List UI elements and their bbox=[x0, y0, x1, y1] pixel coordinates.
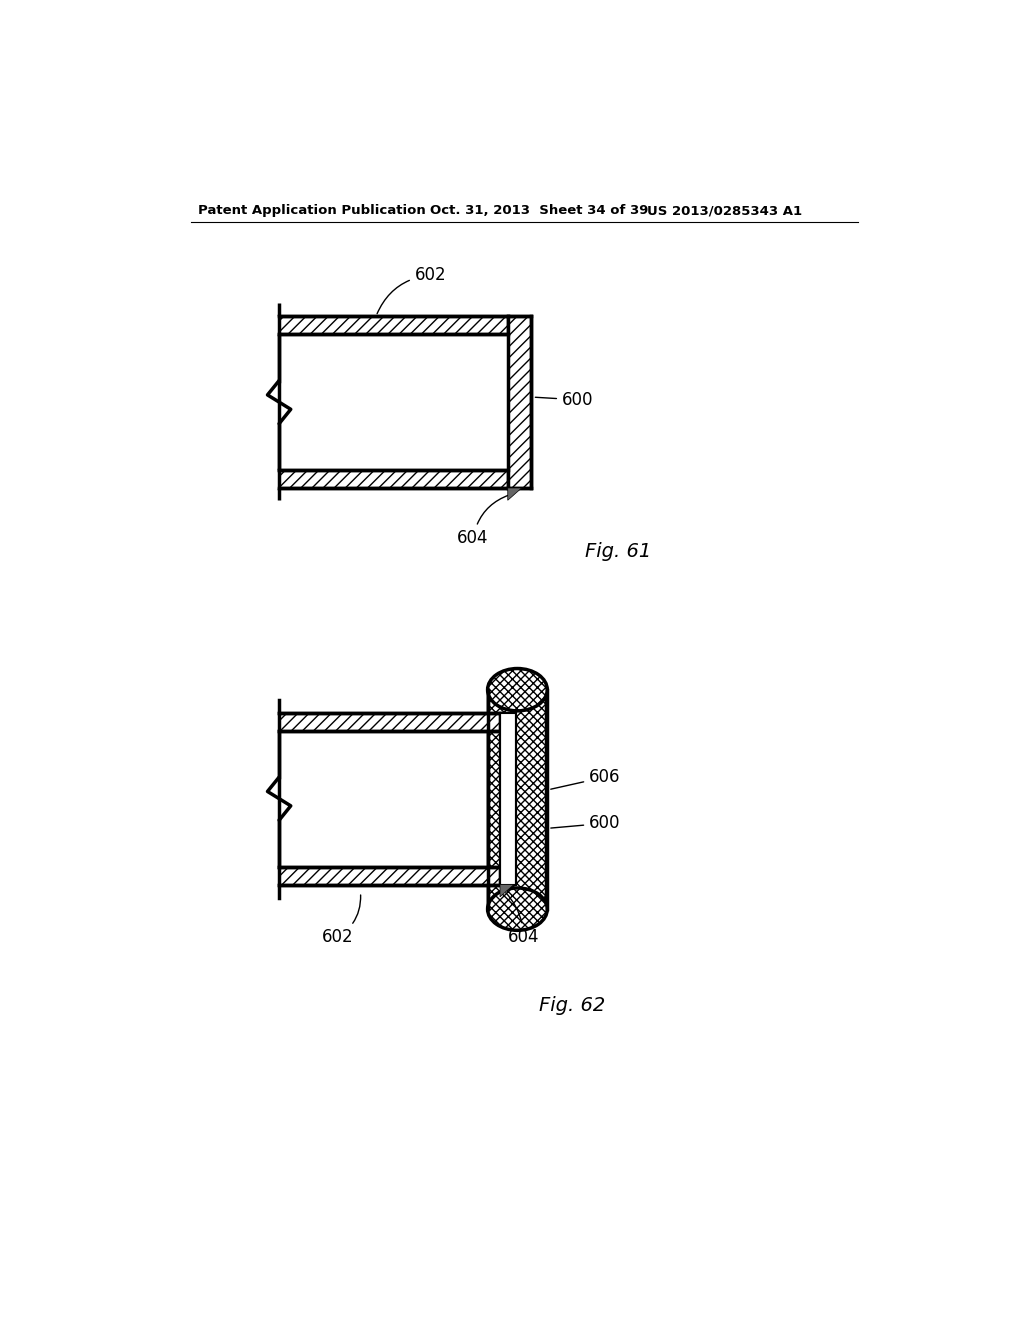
Ellipse shape bbox=[487, 668, 547, 711]
Ellipse shape bbox=[487, 888, 547, 931]
Text: Fig. 61: Fig. 61 bbox=[586, 541, 651, 561]
Text: 602: 602 bbox=[377, 267, 446, 314]
Text: 604: 604 bbox=[506, 892, 540, 946]
Bar bbox=[508, 317, 531, 488]
Polygon shape bbox=[500, 884, 514, 896]
Bar bbox=[280, 867, 500, 884]
Bar bbox=[280, 713, 500, 730]
Bar bbox=[500, 713, 515, 884]
Text: 600: 600 bbox=[551, 814, 621, 833]
Polygon shape bbox=[508, 488, 521, 500]
Text: 606: 606 bbox=[551, 768, 621, 789]
Text: Patent Application Publication: Patent Application Publication bbox=[198, 205, 426, 218]
Text: Oct. 31, 2013  Sheet 34 of 39: Oct. 31, 2013 Sheet 34 of 39 bbox=[430, 205, 648, 218]
Bar bbox=[280, 317, 508, 334]
Text: 600: 600 bbox=[536, 391, 594, 409]
Text: US 2013/0285343 A1: US 2013/0285343 A1 bbox=[647, 205, 803, 218]
Text: 602: 602 bbox=[322, 895, 360, 946]
Text: Fig. 62: Fig. 62 bbox=[539, 995, 605, 1015]
FancyBboxPatch shape bbox=[488, 689, 547, 909]
Bar bbox=[280, 470, 508, 488]
Text: 604: 604 bbox=[458, 495, 509, 548]
